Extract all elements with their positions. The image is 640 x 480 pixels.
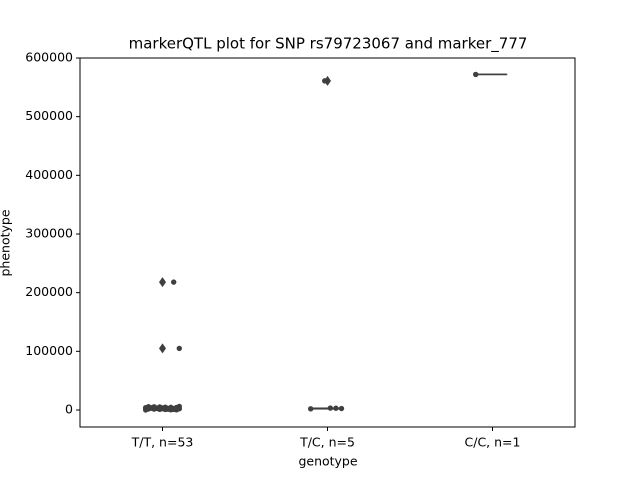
- point: [168, 406, 174, 413]
- point: [145, 404, 152, 411]
- point: [171, 279, 177, 285]
- x-tick-label: T/C, n=5: [299, 435, 355, 450]
- point: [473, 71, 479, 78]
- flier: [324, 75, 331, 86]
- point: [322, 78, 328, 84]
- x-tick-label: T/T, n=53: [131, 435, 194, 450]
- point: [327, 405, 333, 411]
- flier: [159, 277, 166, 288]
- point: [333, 405, 339, 411]
- y-tick-label: 300000: [25, 225, 73, 240]
- point: [162, 406, 168, 412]
- y-tick-label: 0: [65, 401, 73, 416]
- y-tick-label: 500000: [25, 108, 73, 123]
- point: [338, 405, 345, 412]
- y-tick-label: 200000: [25, 284, 73, 299]
- x-axis-label: genotype: [298, 454, 357, 469]
- point: [151, 405, 157, 411]
- y-axis-label: phenotype: [0, 209, 13, 276]
- point: [173, 404, 180, 411]
- plot-frame: [79, 57, 576, 428]
- point: [176, 345, 182, 352]
- y-tick-label: 400000: [25, 167, 73, 182]
- flier: [159, 343, 166, 354]
- point: [157, 405, 163, 411]
- x-tick-label: C/C, n=1: [465, 435, 521, 450]
- y-tick-label: 600000: [25, 50, 73, 65]
- chart-title: markerQTL plot for SNP rs79723067 and ma…: [129, 35, 528, 54]
- point: [308, 406, 314, 412]
- y-tick-label: 100000: [25, 343, 73, 358]
